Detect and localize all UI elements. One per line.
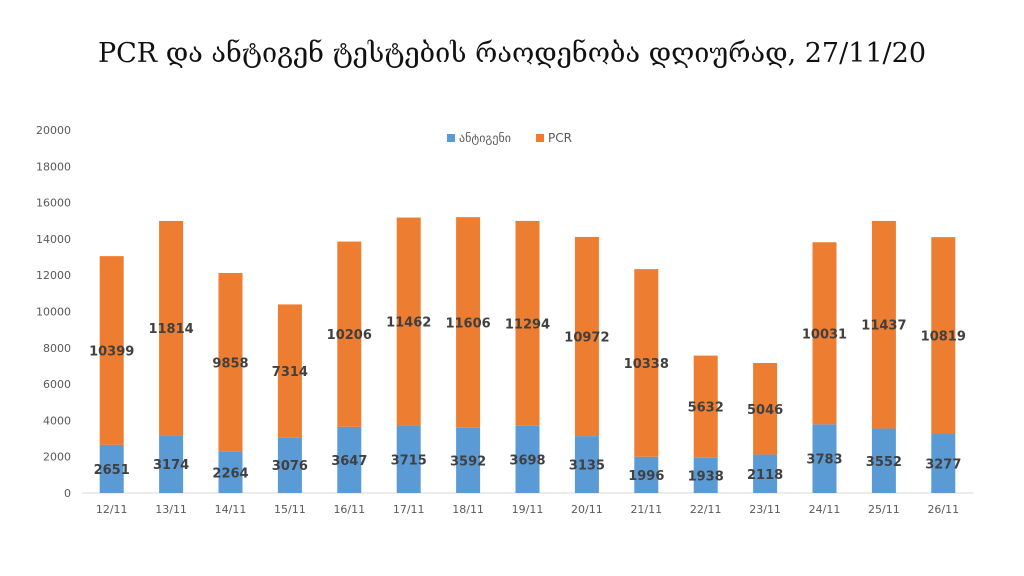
bar-antigen <box>931 433 956 493</box>
data-label-pcr: 10206 <box>327 328 372 343</box>
legend-label: PCR <box>548 131 572 145</box>
bar-pcr <box>693 355 718 458</box>
data-label-antigen: 2264 <box>212 466 248 481</box>
data-label-antigen: 3277 <box>925 457 961 472</box>
data-label-antigen: 3783 <box>806 453 842 468</box>
y-tick-label: 2000 <box>43 451 71 464</box>
data-label-pcr: 11814 <box>148 322 193 337</box>
x-tick-label: 12/11 <box>96 503 128 516</box>
x-tick-label: 14/11 <box>215 503 247 516</box>
bar-pcr <box>871 220 896 429</box>
bar-pcr <box>277 304 302 438</box>
data-label-antigen: 3698 <box>509 453 545 468</box>
data-label-pcr: 5632 <box>688 401 724 416</box>
legend-swatch <box>536 134 544 142</box>
y-tick-label: 10000 <box>36 306 71 319</box>
bar-pcr <box>515 220 540 426</box>
y-tick-label: 12000 <box>36 269 71 282</box>
bar-pcr <box>456 217 481 428</box>
data-label-pcr: 9858 <box>212 356 248 371</box>
y-tick-label: 14000 <box>36 233 71 246</box>
bar-pcr <box>159 220 184 436</box>
bar-antigen <box>456 427 481 493</box>
bar-antigen <box>574 436 599 493</box>
bar-antigen <box>693 457 718 493</box>
data-label-pcr: 10819 <box>921 329 966 344</box>
x-tick-label: 15/11 <box>274 503 306 516</box>
y-tick-label: 4000 <box>43 414 71 427</box>
y-tick-label: 18000 <box>36 160 71 173</box>
data-label-antigen: 3592 <box>450 454 486 469</box>
bar-antigen <box>753 454 778 493</box>
x-tick-label: 13/11 <box>155 503 187 516</box>
data-label-pcr: 10972 <box>564 331 609 346</box>
bar-pcr <box>753 362 778 455</box>
legend-label: ანტიგენი <box>459 131 511 145</box>
y-tick-label: 0 <box>64 487 71 500</box>
x-tick-label: 23/11 <box>749 503 781 516</box>
x-tick-label: 24/11 <box>809 503 841 516</box>
data-label-antigen: 1938 <box>688 469 724 484</box>
data-label-antigen: 1996 <box>628 469 664 484</box>
data-label-pcr: 11294 <box>505 317 550 332</box>
data-label-antigen: 3647 <box>331 454 367 469</box>
x-tick-label: 25/11 <box>868 503 900 516</box>
data-label-pcr: 10399 <box>89 345 134 360</box>
chart-title: PCR და ანტიგენ ტესტების რაოდენობა დღიურა… <box>97 38 927 69</box>
data-label-antigen: 3076 <box>272 459 308 474</box>
bar-antigen <box>159 435 184 493</box>
data-label-pcr: 7314 <box>272 365 308 380</box>
legend-swatch <box>447 134 455 142</box>
x-tick-label: 18/11 <box>452 503 484 516</box>
y-tick-label: 6000 <box>43 378 71 391</box>
bar-pcr <box>337 241 362 427</box>
data-label-pcr: 11437 <box>861 319 906 334</box>
bar-pcr <box>634 269 659 457</box>
data-label-antigen: 2118 <box>747 468 783 483</box>
bar-antigen <box>871 428 896 493</box>
bar-antigen <box>277 437 302 493</box>
y-tick-label: 8000 <box>43 342 71 355</box>
bar-pcr <box>396 217 421 426</box>
data-label-pcr: 11606 <box>445 316 490 331</box>
x-tick-label: 22/11 <box>690 503 722 516</box>
data-label-pcr: 11462 <box>386 316 431 331</box>
x-tick-label: 21/11 <box>630 503 662 516</box>
data-label-antigen: 3552 <box>866 455 902 470</box>
bar-pcr <box>812 242 837 425</box>
bar-antigen <box>99 444 124 493</box>
y-tick-label: 16000 <box>36 197 71 210</box>
data-label-pcr: 10338 <box>624 357 669 372</box>
data-label-pcr: 5046 <box>747 403 783 418</box>
bar-antigen <box>396 425 421 493</box>
data-label-antigen: 2651 <box>94 463 130 478</box>
y-tick-label: 20000 <box>36 124 71 137</box>
x-tick-label: 20/11 <box>571 503 603 516</box>
bar-antigen <box>515 425 540 493</box>
bar-pcr <box>574 236 599 437</box>
data-label-antigen: 3174 <box>153 458 189 473</box>
bar-pcr <box>218 272 243 452</box>
data-label-antigen: 3135 <box>569 459 605 474</box>
data-label-pcr: 10031 <box>802 327 847 342</box>
bar-antigen <box>218 451 243 493</box>
bar-antigen <box>337 426 362 493</box>
x-tick-label: 17/11 <box>393 503 425 516</box>
bar-antigen <box>634 456 659 493</box>
bar-pcr <box>931 237 956 434</box>
bar-antigen <box>812 424 837 493</box>
x-tick-label: 16/11 <box>333 503 365 516</box>
x-tick-label: 19/11 <box>512 503 544 516</box>
data-label-antigen: 3715 <box>391 453 427 468</box>
x-tick-label: 26/11 <box>927 503 959 516</box>
bar-pcr <box>99 256 124 445</box>
